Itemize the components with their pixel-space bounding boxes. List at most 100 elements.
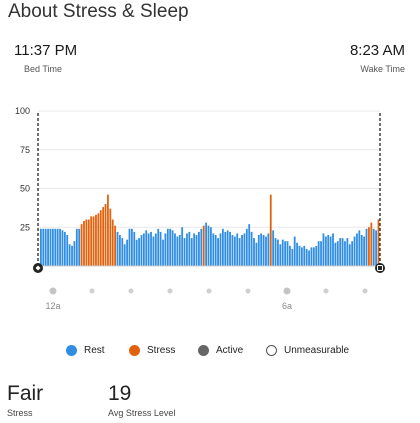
stress-bar xyxy=(104,204,107,266)
rest-bar xyxy=(291,248,294,266)
rest-bar xyxy=(71,245,73,266)
rest-bar xyxy=(224,231,227,266)
rest-bar xyxy=(190,238,193,266)
rest-bar xyxy=(312,247,315,266)
bed-time-value: 11:37 PM xyxy=(14,42,78,59)
rest-bar xyxy=(47,228,49,266)
rest-bar xyxy=(375,230,377,266)
stress-bar xyxy=(85,219,88,266)
rest-bar xyxy=(56,228,59,266)
rest-bar xyxy=(243,233,246,266)
stress-bar xyxy=(114,225,117,266)
legend-item-active: Active xyxy=(198,345,243,356)
rest-bar xyxy=(200,228,203,266)
y-tick-label: 50 xyxy=(20,184,30,194)
rest-bar xyxy=(303,245,306,266)
stress-bar xyxy=(107,194,109,266)
rest-bar xyxy=(154,233,157,266)
rest-bar xyxy=(157,228,160,266)
rest-dot-icon xyxy=(66,345,77,356)
rest-bar xyxy=(231,235,234,266)
x-tick-dot xyxy=(323,288,329,294)
stress-bar xyxy=(97,213,100,266)
x-tick-label: 12a xyxy=(45,301,60,311)
wake-time-label: Wake Time xyxy=(360,64,405,74)
active-dot-icon xyxy=(198,345,209,356)
stress-bar xyxy=(368,227,370,266)
legend-label-unmeasurable: Unmeasurable xyxy=(284,345,350,356)
rest-bar xyxy=(219,233,222,266)
rest-bar xyxy=(346,238,349,266)
rest-bar xyxy=(344,241,346,266)
rest-bar xyxy=(327,235,330,266)
rest-bar xyxy=(214,235,217,266)
avg-stress-label: Avg Stress Level xyxy=(108,408,176,418)
rest-bar xyxy=(257,235,260,266)
rest-bar xyxy=(126,239,128,266)
rest-bar xyxy=(66,235,69,266)
rest-bar xyxy=(363,236,366,266)
rest-bar xyxy=(164,233,167,266)
rest-bar xyxy=(351,241,354,266)
rest-bar xyxy=(162,239,164,266)
rest-bar xyxy=(78,228,81,266)
rest-bar xyxy=(324,236,327,266)
rest-bar xyxy=(360,235,363,266)
rest-bar xyxy=(241,235,243,266)
rest-bar xyxy=(152,236,155,266)
rest-bar xyxy=(358,230,361,266)
stress-bar xyxy=(370,222,373,266)
legend-item-rest: Rest xyxy=(66,345,105,356)
rest-bar xyxy=(281,239,284,266)
rest-bar xyxy=(317,241,320,266)
rest-bar xyxy=(212,233,215,266)
rest-bar xyxy=(142,233,145,266)
rest-bar xyxy=(372,228,375,266)
stress-rating-label: Stress xyxy=(7,408,33,418)
stress-rating-value: Fair xyxy=(7,382,44,405)
rest-bar xyxy=(210,227,212,266)
rest-bar xyxy=(68,244,71,266)
rest-bar xyxy=(174,233,176,266)
rest-bar xyxy=(44,228,47,266)
rest-bar xyxy=(145,230,148,266)
unmeasurable-dot-icon xyxy=(266,345,277,356)
rest-bar xyxy=(305,248,308,266)
rest-bar xyxy=(353,236,356,266)
x-tick-dot xyxy=(362,288,368,294)
rest-bar xyxy=(159,231,162,266)
rest-bar xyxy=(248,224,251,266)
stress-dot-icon xyxy=(129,345,140,356)
rest-bar xyxy=(339,238,342,266)
legend-item-unmeasurable: Unmeasurable xyxy=(266,345,349,356)
stress-bar xyxy=(80,224,83,266)
rest-bar xyxy=(272,230,275,266)
rest-bar xyxy=(166,228,169,266)
rest-bar xyxy=(265,236,267,266)
stress-bar xyxy=(377,219,380,266)
rest-bar xyxy=(221,228,224,266)
rest-bar xyxy=(207,225,210,266)
rest-bar xyxy=(229,231,231,266)
rest-bar xyxy=(198,231,200,266)
rest-bar xyxy=(123,244,126,266)
rest-bar xyxy=(169,228,172,266)
rest-bar xyxy=(188,231,191,266)
x-tick-dot xyxy=(89,288,95,294)
rest-bar xyxy=(121,238,124,266)
rest-bar xyxy=(322,233,325,266)
rest-bar xyxy=(135,239,138,266)
legend-item-stress: Stress xyxy=(129,345,175,356)
stress-sleep-chart: 100 75 50 25 12a 6a xyxy=(15,106,385,311)
x-tick-label: 6a xyxy=(282,301,292,311)
rest-bar xyxy=(119,235,121,266)
rest-bar xyxy=(365,228,368,266)
rest-bar xyxy=(236,233,239,266)
rest-bar xyxy=(205,222,207,266)
rest-bar xyxy=(315,245,318,266)
rest-bar xyxy=(40,228,42,266)
stress-bar xyxy=(99,210,102,266)
rest-bar xyxy=(334,242,337,266)
rest-bar xyxy=(217,238,219,266)
x-tick-dot xyxy=(167,288,173,294)
